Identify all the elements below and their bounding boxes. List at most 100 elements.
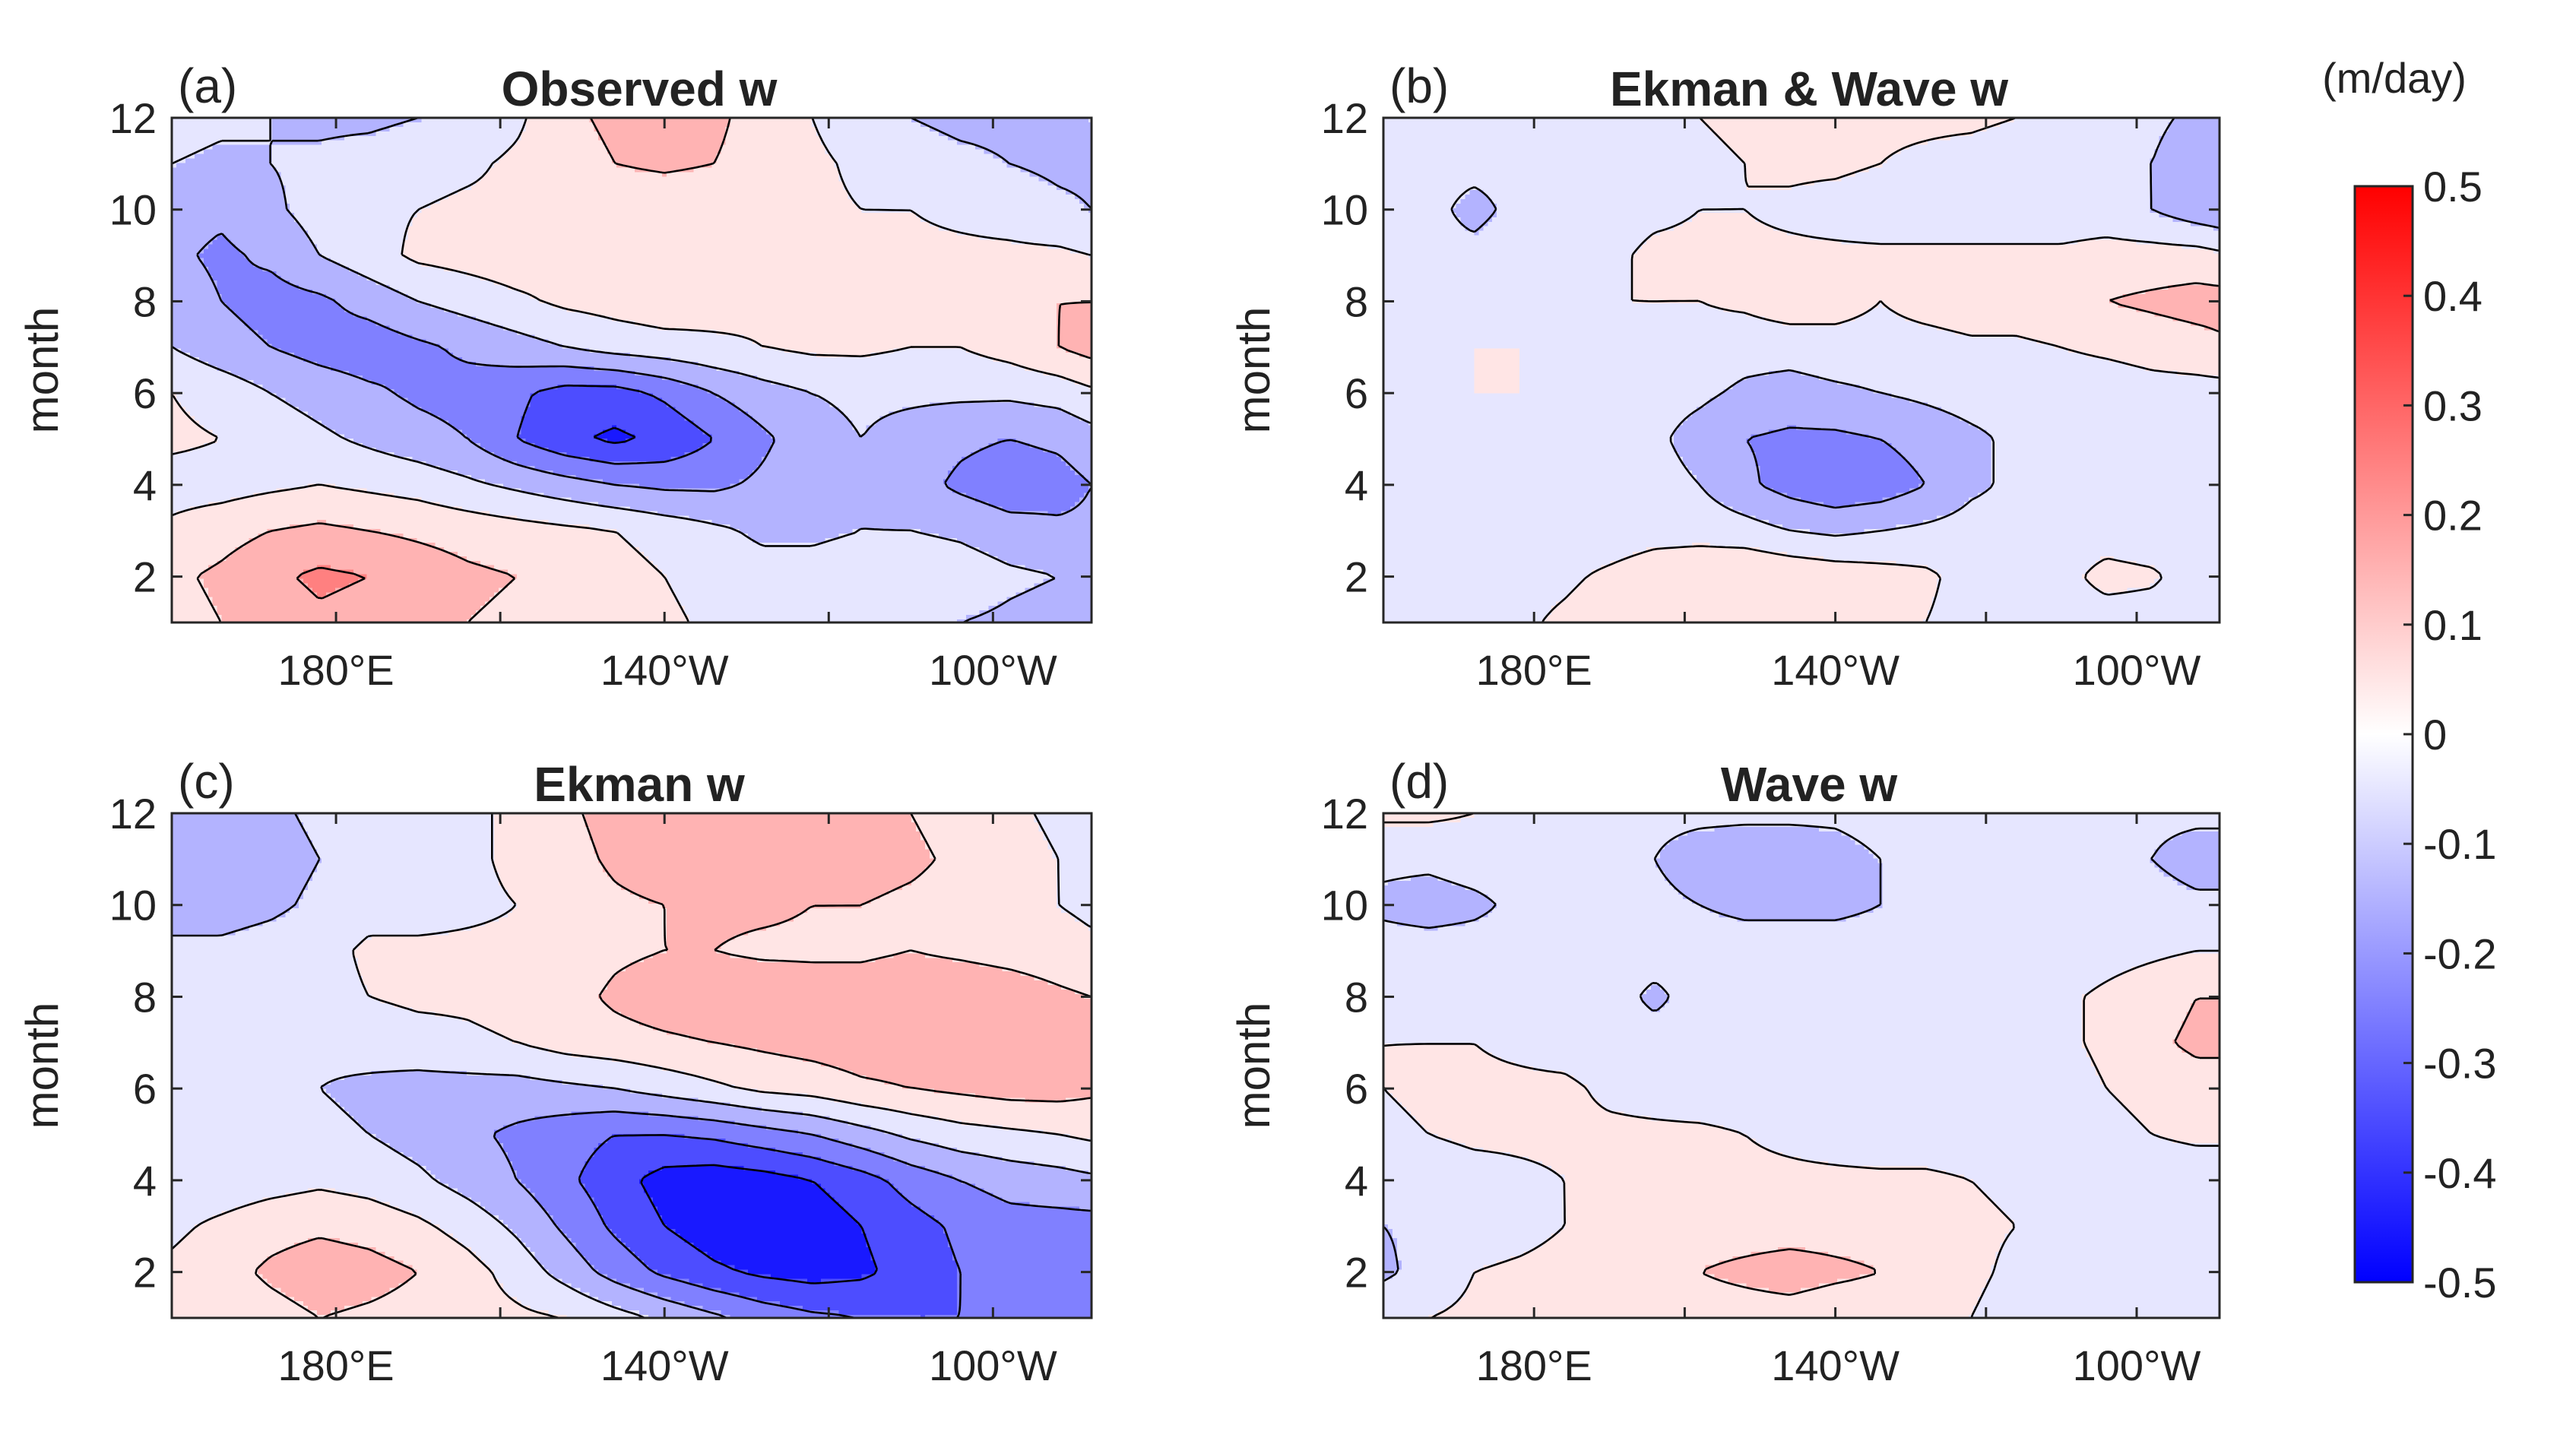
contour-raster [172,813,1092,1318]
x-tick-label: 180°E [277,1341,394,1389]
y-tick-label: 8 [1345,973,1368,1021]
contour-lines [172,813,1092,1318]
y-tick-label: 6 [1345,1065,1368,1113]
y-tick-label: 8 [133,973,157,1021]
contour-fill [172,118,1092,622]
y-tick-label: 10 [1321,186,1368,234]
x-tick-label: 180°E [277,646,394,694]
colorbar-tick-label: -0.2 [2423,930,2497,977]
colorbar-tick-label: 0.1 [2423,601,2483,649]
x-tick-label: 100°W [2073,646,2201,694]
y-tick-label: 6 [133,369,157,417]
panel-letter: (a) [178,59,237,113]
contour-line [296,566,366,600]
panel-title: Ekman & Wave w [1610,62,2008,116]
y-tick-label: 10 [1321,882,1368,930]
colorbar: -0.5 -0.4 -0.3 -0.2 -0.1 0 0.1 0.2 0.3 0.4 0.5 (m/d… [2322,54,2496,1307]
y-axis-label: month [1228,1002,1279,1129]
y-tick-label: 8 [133,277,157,325]
panel-letter: (d) [1389,754,1449,809]
contour-line [1383,823,2220,1282]
contour-line [172,813,1092,1318]
x-tick-label: 180°E [1476,646,1592,694]
colorbar-tick-label: 0 [2423,711,2447,759]
x-tick-label: 100°W [2073,1341,2201,1389]
colorbar-tick-label: -0.3 [2423,1040,2497,1088]
panel-title: Observed w [502,62,778,116]
y-tick-label: 2 [133,1249,157,1297]
contour-fill [172,813,1092,1318]
contour-line [516,384,712,465]
y-tick-label: 4 [133,461,157,509]
x-tick-label: 140°W [1771,1341,1900,1389]
x-tick-label: 100°W [929,1341,1057,1389]
contour-lines [1383,813,2220,1318]
colorbar-tick-label: -0.1 [2423,820,2497,868]
y-tick-label: 4 [1345,1157,1368,1205]
y-tick-label: 12 [109,94,157,142]
colorbar-tick-label: 0.3 [2423,382,2483,429]
x-tick-label: 180°E [1476,1341,1592,1389]
axes-frame [170,812,1093,1319]
contour-lines [1450,118,2220,622]
contour-line [172,813,1092,1318]
panel-0: 2 4 6 8 10 12 180°E 140°W 100°W month (a) Observed … [17,59,1093,694]
x-tick-label: 140°W [600,646,729,694]
contour-line [172,118,1092,622]
contour-line [2109,282,2220,333]
y-axis-label: month [17,307,68,434]
y-tick-label: 2 [1345,553,1368,601]
colorbar-tick-label: -0.4 [2423,1149,2497,1197]
y-axis-label: month [1228,307,1279,434]
contour-line [196,233,1092,517]
contour-line [172,118,1092,622]
x-tick-label: 140°W [1771,646,1900,694]
y-tick-label: 6 [1345,369,1368,417]
colorbar-tick-label: 0.4 [2423,272,2483,320]
panel-letter: (c) [178,754,235,809]
y-tick-label: 2 [133,553,157,601]
panel-title: Ekman w [534,757,745,812]
y-tick-label: 4 [133,1157,157,1205]
y-tick-label: 2 [1345,1249,1368,1297]
y-tick-label: 10 [109,882,157,930]
axes-frame [1382,116,2221,624]
contour-raster [1383,118,2220,622]
contour-line [578,1134,962,1318]
contour-line [640,1164,879,1284]
y-tick-label: 10 [109,186,157,234]
y-tick-label: 4 [1345,461,1368,509]
panel-2: 2 4 6 8 10 12 180°E 140°W 100°W month (c) Ekman w [17,754,1093,1389]
axes-frame [170,116,1093,624]
contour-line [1746,426,1925,509]
colorbar-unit-label: (m/day) [2322,54,2467,102]
y-tick-label: 12 [1321,94,1368,142]
panel-3: 2 4 6 8 10 12 180°E 140°W 100°W month (d) Wave w [1228,754,2221,1389]
contour-raster [172,118,1092,622]
contour-fill [1383,118,2220,622]
panel-title: Wave w [1721,757,1898,812]
panel-letter: (b) [1389,59,1449,113]
x-tick-label: 100°W [929,646,1057,694]
y-tick-label: 12 [109,790,157,838]
y-tick-label: 6 [133,1065,157,1113]
y-axis-label: month [17,1002,68,1129]
x-tick-label: 140°W [600,1341,729,1389]
contour-line [593,426,636,445]
contour-line [1383,813,2220,1318]
contour-line [1450,118,2220,537]
colorbar-tick-label: 0.5 [2423,163,2483,211]
y-tick-label: 12 [1321,790,1368,838]
panel-1: 2 4 6 8 10 12 180°E 140°W 100°W month (b) Ekman & W… [1228,59,2221,694]
axes-frame [1382,812,2221,1319]
colorbar-tick-label: 0.2 [2423,492,2483,540]
colorbar-gradient [2353,185,2414,1284]
contour-line [1541,118,2220,622]
y-tick-label: 8 [1345,277,1368,325]
contour-lines [172,118,1092,622]
colorbar-tick-label: -0.5 [2423,1259,2497,1307]
contour-line [493,1110,1092,1318]
contour-line [1702,997,2220,1296]
contour-line [255,813,1092,1318]
